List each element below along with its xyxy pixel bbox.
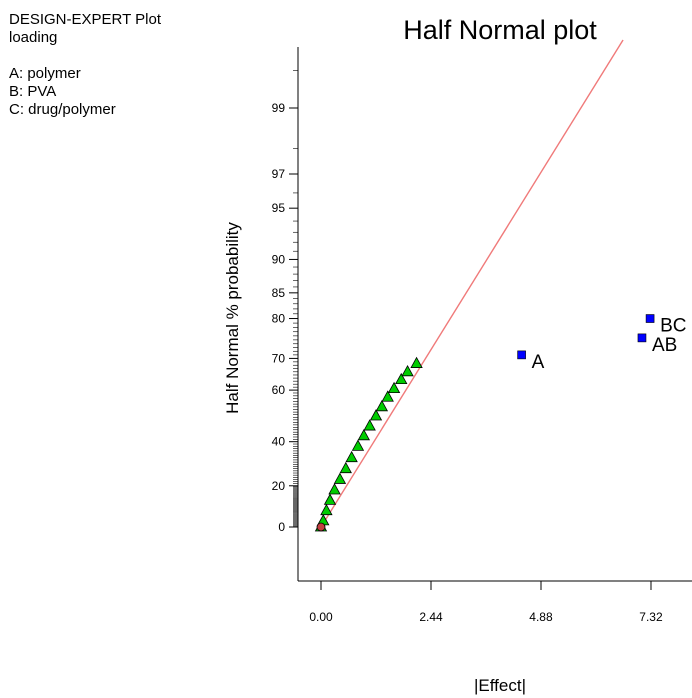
effect-points-group: AABBCCABCACB	[517, 314, 686, 373]
y-axis-ticks: 0 20 40 60 70 80 85 90 95 97 99	[272, 70, 298, 534]
error-point	[401, 364, 414, 377]
error-point	[395, 372, 408, 385]
effect-point-AB	[637, 333, 647, 343]
error-point	[333, 472, 347, 484]
software-label: DESIGN-EXPERT Plot	[9, 11, 161, 28]
x-tick-label-2.44: 2.44	[419, 610, 443, 624]
error-point	[351, 439, 365, 451]
y-tick-label-20: 20	[272, 479, 286, 493]
y-tick-label-85: 85	[272, 286, 286, 300]
error-point	[357, 428, 371, 441]
effect-label-BC: BC	[660, 316, 686, 337]
y-tick-label-40: 40	[272, 435, 286, 449]
factor-a: A: polymer	[9, 65, 81, 82]
error-point	[339, 461, 352, 474]
reference-line-group	[320, 39, 624, 528]
error-point	[323, 493, 337, 505]
error-point	[320, 503, 333, 516]
error-point	[387, 381, 401, 394]
y-tick-label-60: 60	[272, 383, 286, 397]
x-tick-label-0.00: 0.00	[309, 610, 333, 624]
factor-b: B: PVA	[9, 83, 57, 100]
error-point	[345, 450, 358, 463]
error-points-group	[314, 356, 423, 532]
response-label: loading	[9, 29, 58, 46]
error-point	[369, 409, 383, 421]
x-tick-label-4.88: 4.88	[529, 610, 553, 624]
error-point	[363, 419, 376, 431]
y-axis-label: Half Normal % probability	[223, 222, 242, 414]
plot-info: DESIGN-EXPERT Plot loading A: polymer B:…	[9, 11, 161, 119]
y-tick-label-70: 70	[272, 351, 286, 365]
error-point	[375, 399, 389, 412]
reference-line	[320, 39, 624, 528]
y-tick-label-80: 80	[272, 312, 286, 326]
effect-label-A: A	[532, 352, 545, 373]
effect-point-A	[517, 350, 526, 360]
y-tick-label-0: 0	[278, 520, 285, 534]
x-axis-label: |Effect|	[474, 676, 526, 695]
x-tick-label-7.32: 7.32	[639, 610, 663, 624]
chart-title: Half Normal plot	[403, 15, 597, 45]
error-point	[410, 356, 423, 368]
y-tick-label-90: 90	[272, 252, 286, 266]
y-tick-label-99: 99	[272, 101, 286, 115]
y-tick-label-97: 97	[272, 167, 286, 181]
error-point	[328, 483, 341, 495]
effect-label-AB: AB	[652, 335, 677, 356]
origin-point	[316, 522, 326, 532]
error-point	[381, 390, 394, 402]
factor-c: C: drug/polymer	[9, 101, 116, 118]
y-tick-label-95: 95	[272, 201, 286, 215]
effect-point-BC	[645, 314, 655, 323]
x-axis-ticks: 0.002.444.887.329.76	[309, 581, 663, 624]
